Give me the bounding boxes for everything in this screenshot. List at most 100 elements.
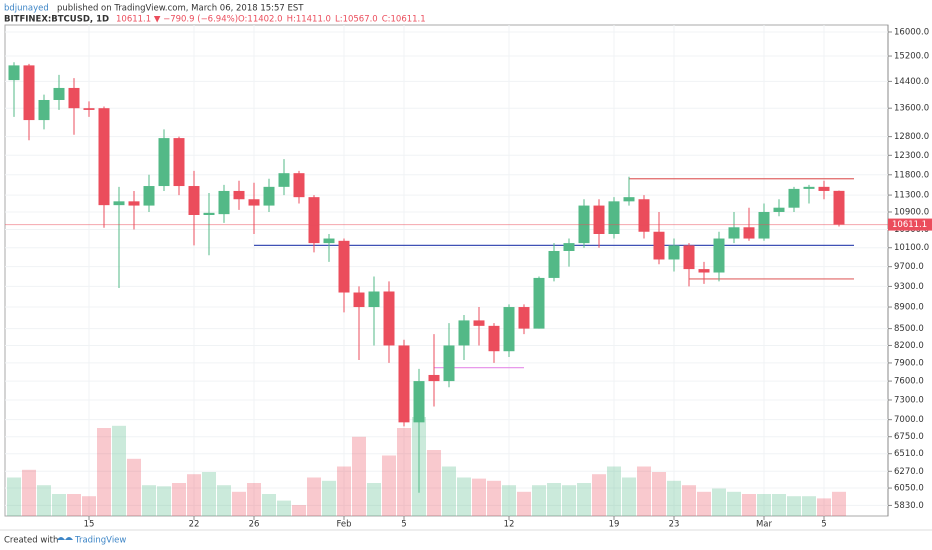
candle-body bbox=[458, 320, 470, 346]
volume-bar bbox=[127, 458, 141, 516]
volume-bar bbox=[607, 466, 621, 516]
y-tick-label: 10100.0 bbox=[894, 243, 929, 253]
volume-bar bbox=[727, 491, 741, 516]
y-tick-label: 15200.0 bbox=[894, 52, 929, 62]
volume-bar bbox=[427, 450, 441, 516]
y-tick-label: 7300.0 bbox=[894, 395, 924, 405]
volume-bar bbox=[277, 500, 291, 516]
volume-bar bbox=[142, 485, 156, 516]
candle-body bbox=[803, 186, 815, 189]
candle-body bbox=[608, 201, 620, 234]
candle-body bbox=[593, 205, 605, 234]
candle-body bbox=[728, 227, 740, 239]
candle-body bbox=[488, 325, 500, 352]
candle-body bbox=[443, 345, 455, 382]
candle-body bbox=[203, 212, 215, 216]
candle-body bbox=[503, 307, 515, 352]
y-tick-label: 12300.0 bbox=[894, 151, 929, 161]
candle-body bbox=[68, 87, 80, 109]
candle-body bbox=[428, 374, 440, 382]
x-tick-label: 5 bbox=[401, 520, 406, 530]
y-tick-label: 13600.0 bbox=[894, 104, 929, 114]
x-tick-label: 22 bbox=[189, 520, 200, 530]
y-tick-label: 11800.0 bbox=[894, 170, 929, 180]
candle-body bbox=[563, 243, 575, 251]
volume-bar bbox=[637, 466, 651, 516]
candle-body bbox=[38, 99, 50, 121]
x-tick-label: Feb bbox=[336, 520, 351, 530]
volume-bar bbox=[532, 485, 546, 516]
x-tick-label: 23 bbox=[669, 520, 680, 530]
volume-bar bbox=[397, 428, 411, 516]
volume-bar bbox=[652, 472, 666, 516]
volume-bar bbox=[772, 494, 786, 516]
volume-bar bbox=[802, 496, 816, 516]
published: published on TradingView.com, March 06, … bbox=[57, 4, 304, 14]
volume-bar bbox=[37, 485, 51, 516]
volume-bar bbox=[82, 496, 96, 516]
y-tick-label: 7600.0 bbox=[894, 377, 924, 387]
volume-bar bbox=[562, 485, 576, 516]
volume-bar bbox=[367, 483, 381, 516]
candle-body bbox=[278, 173, 290, 187]
y-tick-label: 9700.0 bbox=[894, 262, 924, 272]
candle-body bbox=[743, 227, 755, 239]
author[interactable]: bdjunayed bbox=[4, 4, 49, 14]
volume-bar bbox=[202, 472, 216, 516]
change: 10611.1 ▼ −790.9 (−6.94%) bbox=[116, 15, 238, 25]
candle-body bbox=[143, 186, 155, 206]
candle-body bbox=[818, 186, 830, 191]
volume-bar bbox=[247, 483, 261, 516]
ohlc-value: C:10611.1 bbox=[382, 15, 426, 25]
candle-body bbox=[353, 292, 365, 308]
candle-body bbox=[263, 186, 275, 206]
volume-bar bbox=[7, 477, 21, 516]
y-tick-label: 11300.0 bbox=[894, 191, 929, 201]
volume-bar bbox=[157, 486, 171, 516]
x-tick-label: Mar bbox=[756, 520, 773, 530]
candle-body bbox=[8, 65, 20, 81]
y-tick-label: 6750.0 bbox=[894, 432, 924, 442]
y-tick-label: 6510.0 bbox=[894, 449, 924, 459]
volume-bar bbox=[742, 494, 756, 516]
volume-bar bbox=[187, 474, 201, 516]
candle-body bbox=[473, 320, 485, 326]
ohlc-value: L:10567.0 bbox=[335, 15, 378, 25]
volume-bar bbox=[67, 494, 81, 516]
volume-bar bbox=[787, 496, 801, 516]
x-tick-label: 5 bbox=[821, 520, 826, 530]
volume-bar bbox=[547, 483, 561, 516]
volume-bar bbox=[832, 491, 846, 516]
volume-bar bbox=[292, 505, 306, 516]
volume-bar bbox=[442, 466, 456, 516]
volume-bar bbox=[622, 477, 636, 516]
candle-body bbox=[23, 65, 35, 121]
candle-body bbox=[713, 238, 725, 273]
y-tick-label: 8500.0 bbox=[894, 324, 924, 334]
candle-body bbox=[293, 173, 305, 198]
volume-bar bbox=[232, 491, 246, 516]
candle-body bbox=[83, 108, 95, 110]
candle-body bbox=[173, 138, 185, 187]
y-tick-label: 7900.0 bbox=[894, 358, 924, 368]
candle-body bbox=[128, 201, 140, 206]
volume-bar bbox=[712, 488, 726, 516]
candle-body bbox=[668, 245, 680, 260]
candle-body bbox=[113, 201, 125, 206]
candle-body bbox=[398, 345, 410, 423]
volume-bar bbox=[697, 491, 711, 516]
candle-body bbox=[218, 190, 230, 215]
volume-bar bbox=[217, 485, 231, 516]
footer-brand[interactable]: TradingView bbox=[74, 536, 126, 546]
y-tick-label: 8200.0 bbox=[894, 341, 924, 351]
candle-body bbox=[548, 250, 560, 278]
volume-bar bbox=[592, 474, 606, 516]
candle-body bbox=[683, 245, 695, 270]
y-tick-label: 5830.0 bbox=[894, 501, 924, 511]
tv-logo bbox=[57, 537, 73, 540]
volume-bar bbox=[337, 466, 351, 516]
volume-bar bbox=[382, 455, 396, 516]
volume-bar bbox=[172, 483, 186, 516]
